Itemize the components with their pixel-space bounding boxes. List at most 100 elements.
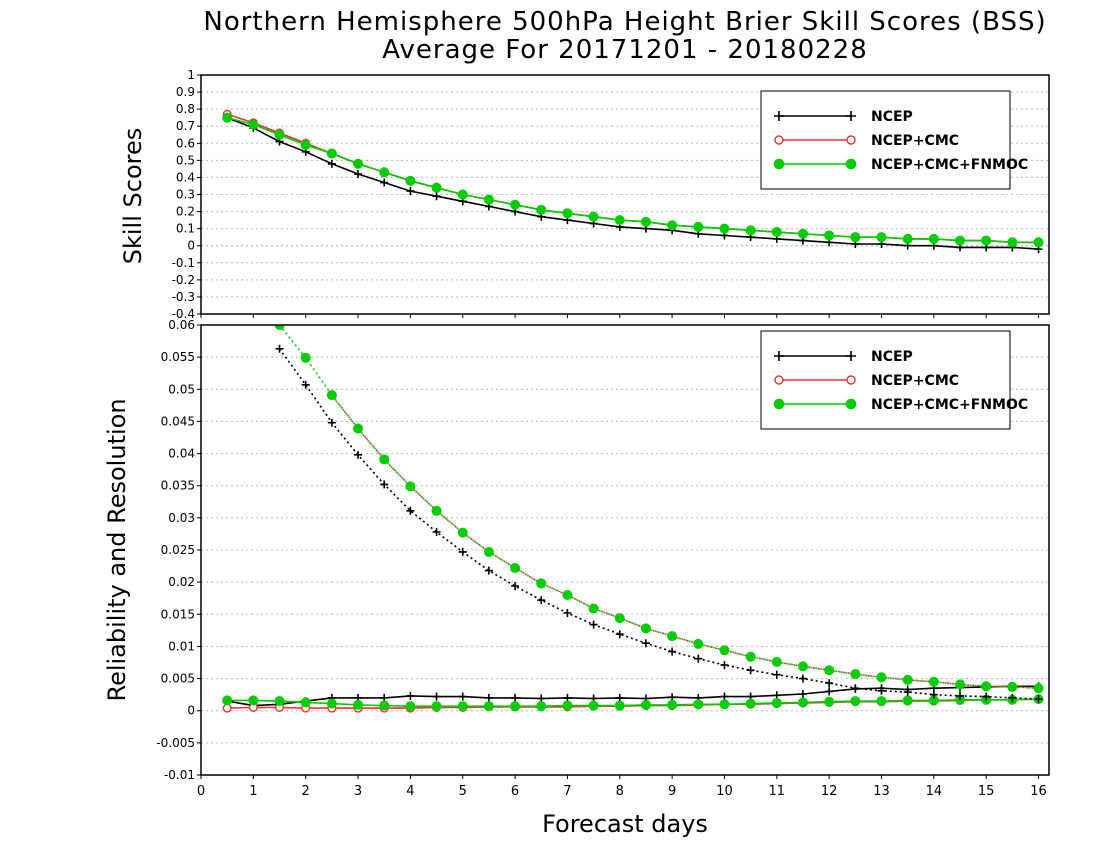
ncep-reliability-point — [772, 691, 781, 700]
ncep-cmc-fnmoc-reliability-point — [536, 701, 547, 712]
ncep-cmc-reliability-point — [222, 703, 232, 713]
ncep-resolution-point — [1034, 695, 1043, 704]
ncep-cmc-fnmoc-point — [457, 189, 468, 200]
x-tick-label: 9 — [668, 784, 676, 799]
ncep-reliability-point — [720, 692, 729, 701]
ncep-cmc-fnmoc-point — [431, 182, 442, 193]
chart-title-line1: Northern Hemisphere 500hPa Height Brier … — [203, 7, 1046, 37]
ncep-cmc-fnmoc-reliability-point — [405, 701, 416, 712]
ncep-cmc-fnmoc-resolution-point — [640, 623, 651, 634]
ncep-resolution-point — [615, 630, 624, 639]
ncep-cmc-fnmoc-point — [719, 223, 730, 234]
ncep-point — [432, 192, 441, 201]
y-tick-label: 0.01 — [168, 639, 195, 653]
ncep-cmc-fnmoc-resolution-point — [824, 665, 835, 676]
x-tick-label: 4 — [406, 784, 414, 799]
ncep-cmc-fnmoc-point — [824, 230, 835, 241]
ncep-cmc-fnmoc-point — [981, 235, 992, 246]
legend-label: NCEP+CMC+FNMOC — [871, 157, 1028, 173]
ncep-resolution-point — [668, 647, 677, 656]
y-tick-label: -0.4 — [172, 307, 195, 321]
legend-marker — [774, 375, 784, 385]
x-tick-label: 5 — [459, 784, 467, 799]
ncep-reliability-point — [825, 687, 834, 696]
legend-marker — [774, 351, 784, 361]
y-tick-label: 0.02 — [168, 575, 195, 589]
ncep-cmc-fnmoc-point — [850, 232, 861, 243]
x-tick-label: 11 — [769, 784, 786, 799]
ncep-cmc-fnmoc-reliability-point — [431, 701, 442, 712]
x-tick-label: 14 — [926, 784, 943, 799]
ncep-resolution-point — [354, 450, 363, 459]
legend-marker — [846, 375, 856, 385]
ncep-cmc-fnmoc-reliability-point — [824, 696, 835, 707]
ncep-resolution-point — [301, 380, 310, 389]
top-y-axis-label: Skill Scores — [119, 128, 147, 265]
ncep-cmc-fnmoc-resolution-point — [457, 527, 468, 538]
y-tick-label: 0.9 — [176, 85, 195, 99]
x-tick-label: 1 — [249, 784, 257, 799]
legend-label: NCEP+CMC — [871, 133, 959, 149]
ncep-cmc-fnmoc-resolution-point — [745, 651, 756, 662]
x-tick-label: 2 — [302, 784, 310, 799]
x-tick-label: 13 — [873, 784, 890, 799]
ncep-cmc-fnmoc-point — [640, 216, 651, 227]
ncep-cmc-fnmoc-reliability-point — [274, 696, 285, 707]
legend-label: NCEP — [871, 109, 913, 125]
x-tick-label: 10 — [716, 784, 733, 799]
y-tick-label: 1 — [187, 68, 195, 82]
legend-top: NCEP NCEP+CMC NCEP+CMC+FNMOC — [760, 90, 1028, 190]
ncep-reliability-point — [380, 693, 389, 702]
ncep-reliability-point — [484, 693, 493, 702]
ncep-cmc-fnmoc-reliability-point — [667, 699, 678, 710]
ncep-resolution-point — [982, 692, 991, 701]
ncep-cmc-fnmoc-point — [274, 129, 285, 140]
y-tick-label: 0.05 — [168, 382, 195, 396]
ncep-cmc-fnmoc-resolution-point — [326, 390, 337, 401]
ncep-cmc-fnmoc-reliability-point — [902, 695, 913, 706]
legend-marker — [845, 158, 857, 170]
ncep-cmc-fnmoc-point — [562, 208, 573, 219]
ncep-cmc-fnmoc-resolution-point — [431, 505, 442, 516]
ncep-cmc-fnmoc-reliability-point — [771, 698, 782, 708]
ncep-cmc-fnmoc-point — [1007, 237, 1018, 248]
y-tick-label: 0.1 — [176, 222, 195, 236]
ncep-resolution-point — [851, 684, 860, 693]
ncep-cmc-fnmoc-point — [745, 225, 756, 236]
ncep-cmc-fnmoc-resolution-point — [797, 661, 808, 672]
ncep-cmc-fnmoc-point — [614, 215, 625, 226]
ncep-reliability-point — [563, 693, 572, 702]
ncep-cmc-fnmoc-reliability-point — [379, 700, 390, 711]
ncep-cmc-fnmoc-resolution-point — [614, 613, 625, 624]
ncep-cmc-fnmoc-point — [483, 194, 494, 205]
plot-frame — [200, 74, 1050, 315]
ncep-cmc-fnmoc-point — [902, 233, 913, 244]
bottom-y-axis-label: Reliability and Resolution — [103, 398, 131, 701]
y-tick-label: 0.06 — [168, 318, 195, 332]
ncep-cmc-fnmoc-resolution-point — [483, 546, 494, 557]
y-tick-label: 0.03 — [168, 511, 195, 525]
ncep-cmc-fnmoc-resolution-point — [850, 669, 861, 680]
ncep-cmc-fnmoc-reliability-point — [248, 695, 259, 706]
legend-marker — [845, 398, 857, 410]
legend-label: NCEP+CMC+FNMOC — [871, 397, 1028, 413]
series-group — [222, 109, 1044, 254]
ncep-reliability-point — [668, 693, 677, 702]
ncep-cmc-fnmoc-resolution-point — [876, 672, 887, 683]
ncep-resolution-point — [772, 670, 781, 679]
ncep-cmc-fnmoc-reliability-point — [876, 696, 887, 707]
y-tick-label: 0.055 — [161, 350, 195, 364]
x-tick-label: 3 — [354, 784, 362, 799]
x-tick-label: 15 — [978, 784, 995, 799]
ncep-cmc-fnmoc-point — [222, 112, 233, 123]
ncep-resolution-point — [641, 639, 650, 648]
legend-marker — [846, 111, 856, 121]
x-tick-label: 6 — [511, 784, 519, 799]
ncep-resolution-point — [825, 679, 834, 688]
ncep-cmc-fnmoc-reliability-line — [227, 698, 1039, 708]
y-tick-label: -0.3 — [172, 290, 195, 304]
ncep-resolution-point — [746, 666, 755, 675]
ncep-resolution-point — [537, 596, 546, 605]
ncep-reliability-point — [615, 693, 624, 702]
